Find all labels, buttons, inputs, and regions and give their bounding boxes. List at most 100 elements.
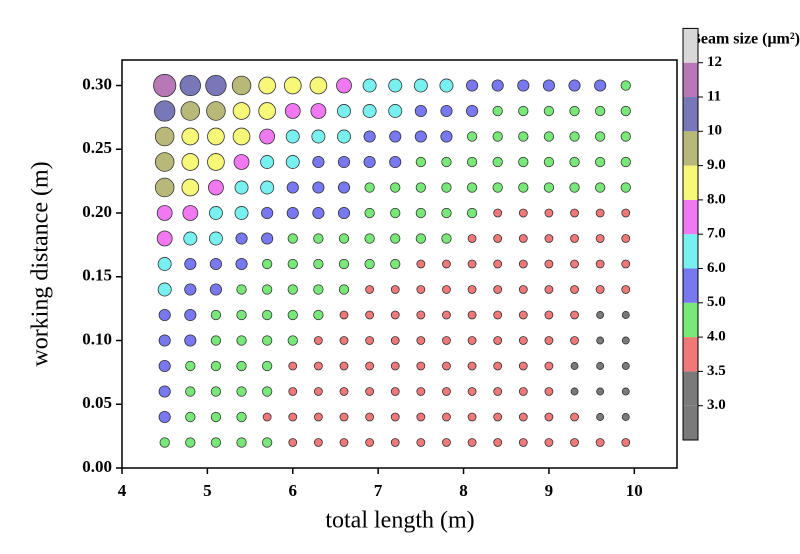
point xyxy=(388,78,403,93)
point xyxy=(595,131,606,142)
point xyxy=(339,336,349,345)
point xyxy=(518,105,529,117)
point xyxy=(339,387,349,396)
point xyxy=(543,156,555,168)
point xyxy=(518,234,528,243)
point xyxy=(235,257,248,271)
y-tick-label: 0.20 xyxy=(82,202,112,221)
point xyxy=(313,387,323,396)
colorbar-segment xyxy=(683,28,698,63)
point xyxy=(416,438,426,447)
point xyxy=(262,335,273,346)
point xyxy=(236,335,247,346)
point xyxy=(390,438,400,447)
point xyxy=(208,231,223,246)
point xyxy=(365,387,375,396)
point xyxy=(466,131,478,142)
point xyxy=(286,181,299,194)
x-axis-label: total length (m) xyxy=(325,508,474,534)
point xyxy=(596,413,605,421)
point xyxy=(415,182,426,193)
point xyxy=(183,231,198,246)
point xyxy=(596,387,605,396)
point xyxy=(236,360,247,372)
point xyxy=(313,258,324,270)
point xyxy=(467,285,477,294)
point xyxy=(210,411,222,423)
point xyxy=(518,131,529,142)
point xyxy=(287,258,298,270)
point xyxy=(467,438,477,447)
point xyxy=(492,105,503,117)
point xyxy=(620,156,631,168)
point xyxy=(365,336,375,345)
point xyxy=(184,283,197,296)
point xyxy=(442,310,451,320)
point xyxy=(154,152,175,172)
point xyxy=(492,131,503,142)
point xyxy=(543,182,555,193)
point xyxy=(158,334,171,347)
point xyxy=(544,438,554,447)
point xyxy=(288,438,298,447)
point xyxy=(467,412,477,422)
point xyxy=(313,309,324,321)
point xyxy=(185,360,196,372)
point xyxy=(467,259,477,269)
y-tick-label: 0.10 xyxy=(82,329,112,348)
point xyxy=(493,310,503,320)
point xyxy=(309,76,328,95)
point xyxy=(337,181,351,194)
point xyxy=(518,361,528,371)
point xyxy=(232,127,251,146)
point xyxy=(338,233,350,244)
point xyxy=(154,100,176,122)
point xyxy=(365,438,375,447)
point xyxy=(466,182,478,193)
point xyxy=(210,386,222,397)
point xyxy=(258,76,276,95)
point xyxy=(208,206,223,220)
point xyxy=(416,259,426,269)
point xyxy=(466,104,479,118)
point xyxy=(440,130,453,143)
colorbar-tick-label: 6.0 xyxy=(707,260,726,276)
point xyxy=(544,336,554,345)
point xyxy=(285,155,300,169)
y-tick-label: 0.05 xyxy=(82,393,112,412)
point xyxy=(570,438,579,447)
point xyxy=(569,156,580,168)
point xyxy=(493,361,503,371)
x-tick-label: 5 xyxy=(203,481,212,500)
point xyxy=(210,360,222,372)
point xyxy=(544,285,554,294)
point xyxy=(620,80,631,91)
point xyxy=(181,153,200,171)
point xyxy=(262,258,273,270)
point xyxy=(544,208,554,218)
point xyxy=(339,310,349,320)
point xyxy=(362,104,377,118)
point xyxy=(184,334,197,347)
point xyxy=(390,336,400,345)
point xyxy=(621,234,631,243)
point xyxy=(158,359,171,373)
point xyxy=(154,126,175,147)
point xyxy=(390,361,400,371)
point xyxy=(441,156,452,168)
point xyxy=(285,129,300,144)
point xyxy=(365,361,375,371)
point xyxy=(466,156,478,168)
point xyxy=(518,387,528,396)
colorbar-segment xyxy=(683,268,698,303)
colorbar-segment xyxy=(683,199,698,235)
point xyxy=(441,207,452,219)
point xyxy=(518,285,528,294)
point xyxy=(621,311,630,319)
point xyxy=(518,336,528,345)
point xyxy=(493,208,503,218)
point xyxy=(595,105,606,117)
point xyxy=(621,259,631,269)
point xyxy=(466,207,478,219)
point xyxy=(232,102,251,120)
